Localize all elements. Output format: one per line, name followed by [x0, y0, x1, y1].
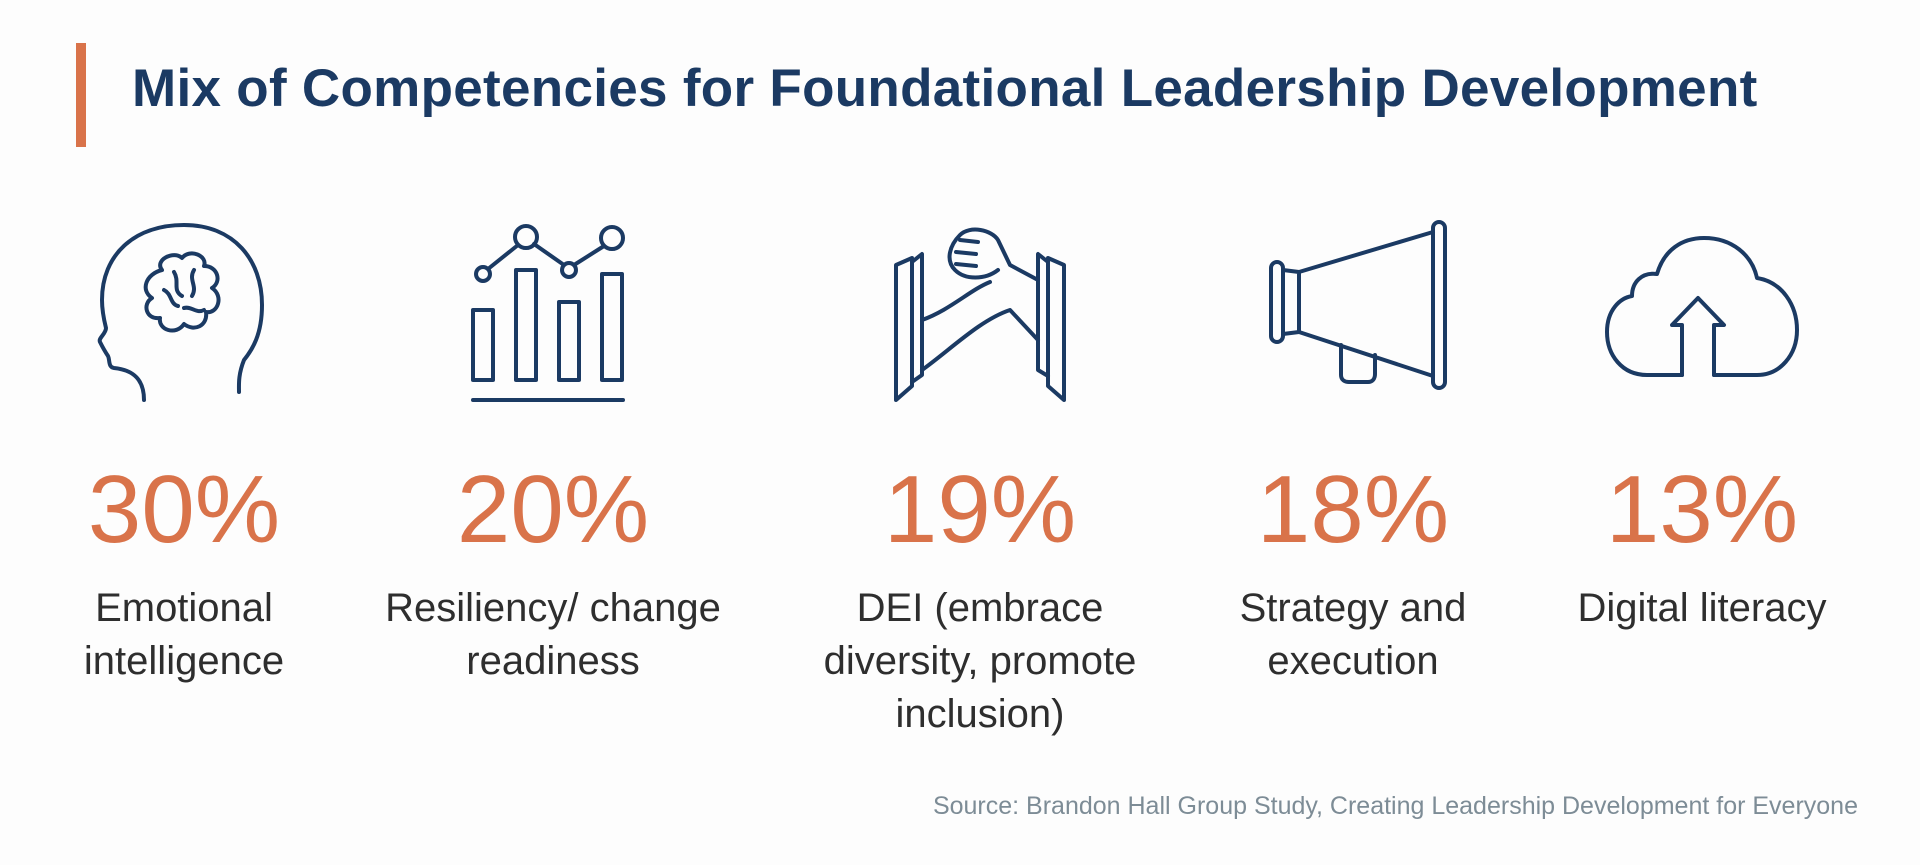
- handshake-icon: [880, 210, 1080, 410]
- percent-value: 18%: [1256, 456, 1450, 563]
- competency-emotional-intelligence: 30% Emotional intelligence: [0, 210, 374, 688]
- competency-label: DEI (embrace diversity, promote inclusio…: [823, 586, 1137, 736]
- page-title: Mix of Competencies for Foundational Lea…: [132, 59, 1758, 118]
- title-accent-bar: [76, 43, 86, 147]
- competency-dei: 19% DEI (embrace diversity, promote incl…: [790, 210, 1170, 741]
- competency-label: Resiliency/ change readiness: [385, 586, 721, 683]
- competency-label: Digital literacy: [1577, 586, 1827, 630]
- percent-value: 13%: [1605, 456, 1799, 563]
- percent-value: 19%: [883, 456, 1077, 563]
- competency-strategy: 18% Strategy and execution: [1163, 210, 1543, 688]
- cloud-upload-icon: [1602, 210, 1802, 410]
- head-brain-icon: [84, 210, 284, 410]
- source-note: Source: Brandon Hall Group Study, Creati…: [932, 792, 1858, 820]
- percent-value: 30%: [87, 456, 281, 563]
- competency-resiliency: 20% Resiliency/ change readiness: [363, 210, 743, 688]
- competency-digital-literacy: 13% Digital literacy: [1512, 210, 1892, 635]
- competency-label: Emotional intelligence: [83, 586, 285, 683]
- megaphone-icon: [1253, 210, 1453, 410]
- percent-value: 20%: [456, 456, 650, 563]
- bar-line-chart-icon: [453, 210, 653, 410]
- competency-label: Strategy and execution: [1239, 586, 1467, 683]
